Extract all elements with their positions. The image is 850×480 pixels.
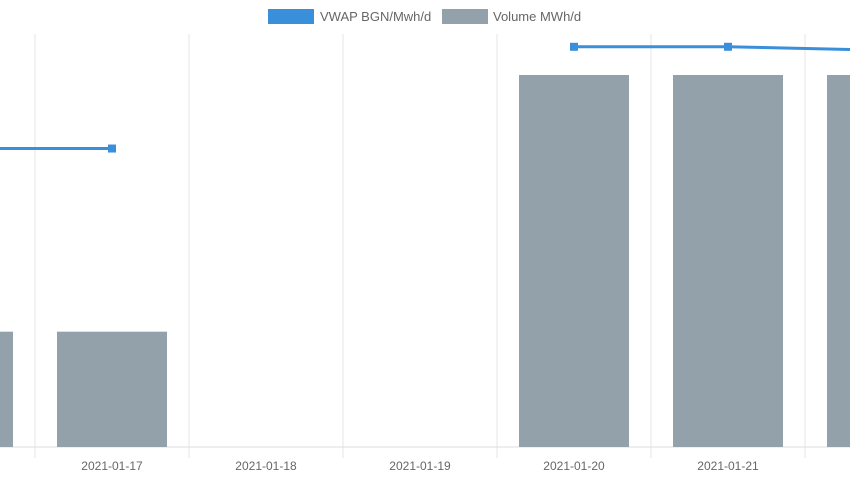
volume-bar[interactable]	[673, 75, 783, 447]
x-tick-label: 2021-01-21	[697, 459, 759, 473]
legend-item-vwap[interactable]: VWAP BGN/Mwh/d	[268, 9, 431, 24]
vwap-point[interactable]	[570, 42, 578, 51]
legend-swatch-volume	[442, 9, 488, 24]
x-tick-label: 2021-01-19	[389, 459, 451, 473]
volume-bar[interactable]	[0, 331, 13, 447]
legend-item-volume[interactable]: Volume MWh/d	[442, 9, 581, 24]
legend[interactable]: VWAP BGN/Mwh/d Volume MWh/d	[268, 9, 581, 24]
volume-bars	[0, 75, 850, 447]
vwap-line-segment	[574, 45, 850, 51]
grid	[34, 34, 806, 458]
volume-bar[interactable]	[57, 331, 167, 447]
vwap-line	[0, 42, 850, 153]
x-tick-label: 2021-01-18	[235, 459, 297, 473]
legend-label-vwap: VWAP BGN/Mwh/d	[320, 9, 431, 24]
x-tick-labels: 2021-01-17 2021-01-18 2021-01-19 2021-01-20…	[81, 459, 759, 473]
legend-swatch-vwap	[268, 9, 314, 24]
vwap-point[interactable]	[724, 42, 732, 51]
legend-label-volume: Volume MWh/d	[493, 9, 581, 24]
x-tick-label: 2021-01-20	[543, 459, 605, 473]
vwap-point[interactable]	[108, 144, 116, 153]
volume-bar[interactable]	[519, 75, 629, 447]
x-tick-label: 2021-01-17	[81, 459, 143, 473]
volume-bar[interactable]	[827, 75, 850, 447]
